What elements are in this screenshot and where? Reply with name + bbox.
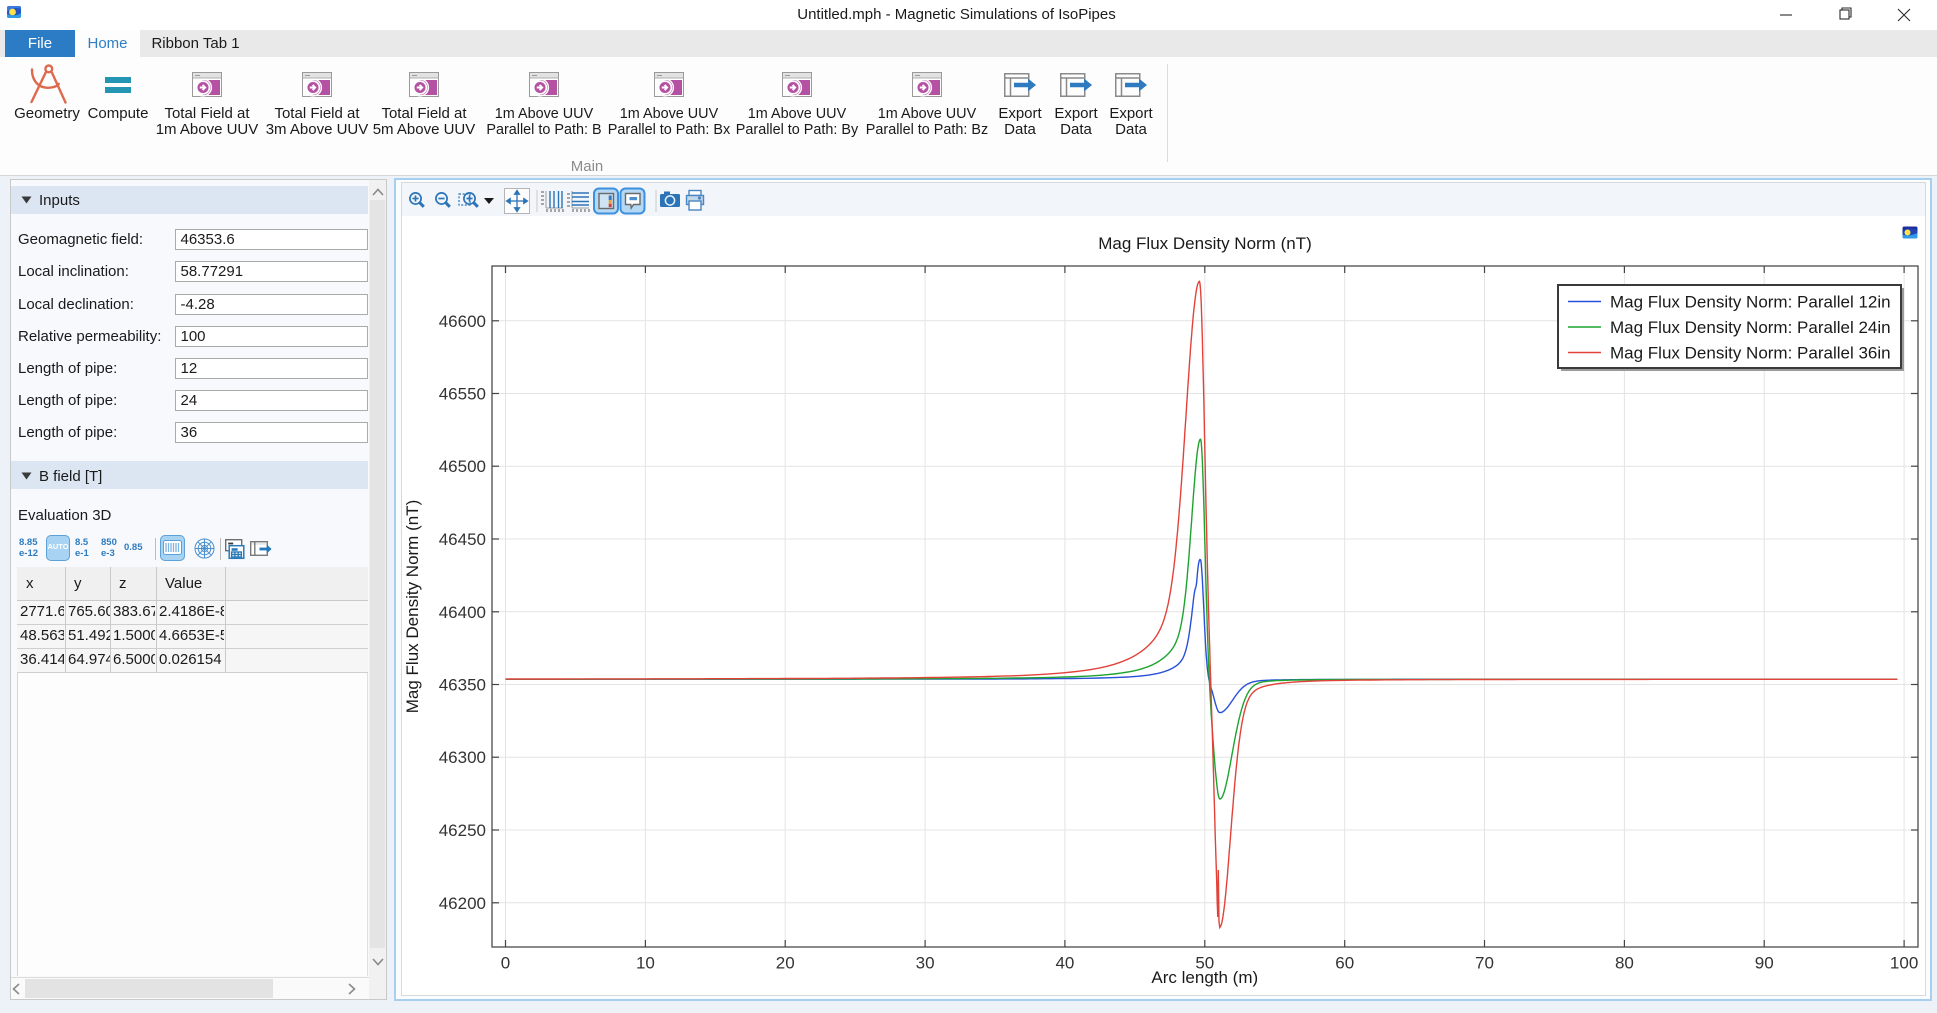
svg-text:100: 100 <box>1890 954 1918 973</box>
svg-text:Mag Flux Density Norm: Paralle: Mag Flux Density Norm: Parallel 12in <box>1610 293 1891 312</box>
svg-text:Mag Flux Density Norm: Paralle: Mag Flux Density Norm: Parallel 36in <box>1610 344 1891 363</box>
svg-text:40: 40 <box>1055 954 1074 973</box>
svg-text:20: 20 <box>776 954 795 973</box>
svg-text:10: 10 <box>636 954 655 973</box>
svg-text:Arc length (m): Arc length (m) <box>1151 968 1258 987</box>
svg-text:46550: 46550 <box>439 385 486 404</box>
svg-text:70: 70 <box>1475 954 1494 973</box>
svg-text:46350: 46350 <box>439 676 486 695</box>
svg-text:30: 30 <box>916 954 935 973</box>
svg-text:46250: 46250 <box>439 821 486 840</box>
svg-text:46300: 46300 <box>439 748 486 767</box>
svg-text:50: 50 <box>1195 954 1214 973</box>
svg-text:46450: 46450 <box>439 530 486 549</box>
svg-text:Mag Flux Density Norm (nT): Mag Flux Density Norm (nT) <box>403 500 422 713</box>
svg-text:Mag Flux Density Norm (nT): Mag Flux Density Norm (nT) <box>1098 234 1311 253</box>
svg-text:Mag Flux Density Norm: Paralle: Mag Flux Density Norm: Parallel 24in <box>1610 318 1891 337</box>
svg-text:46500: 46500 <box>439 457 486 476</box>
svg-text:46400: 46400 <box>439 603 486 622</box>
svg-text:60: 60 <box>1335 954 1354 973</box>
svg-text:0: 0 <box>501 954 510 973</box>
svg-text:90: 90 <box>1755 954 1774 973</box>
svg-text:46600: 46600 <box>439 312 486 331</box>
svg-text:80: 80 <box>1615 954 1634 973</box>
svg-text:46200: 46200 <box>439 894 486 913</box>
